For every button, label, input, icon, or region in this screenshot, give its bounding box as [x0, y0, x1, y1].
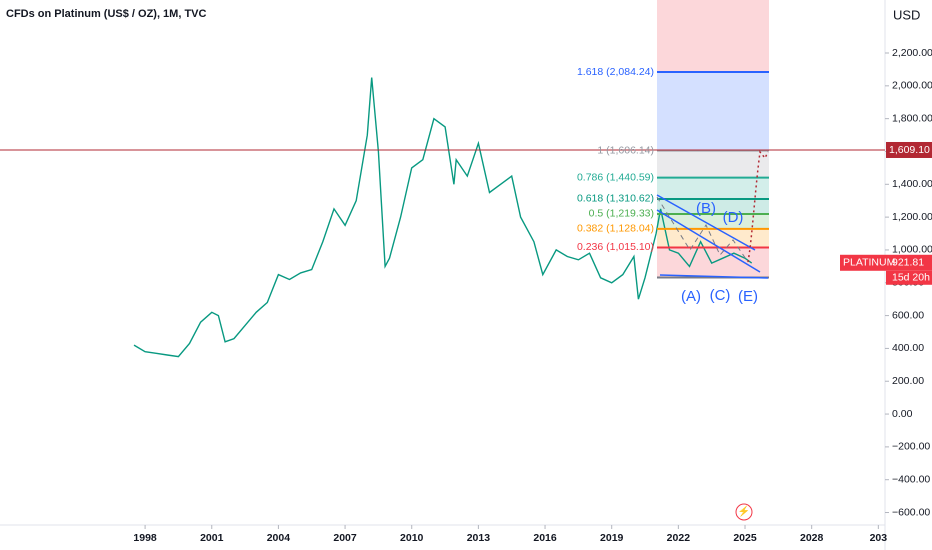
fib-zone: [657, 150, 769, 178]
y-tick-label: 1,400.00: [892, 178, 932, 190]
x-tick-label: 2022: [667, 532, 691, 544]
x-tick-label: 2019: [600, 532, 624, 544]
x-tick-label: 1998: [133, 532, 157, 544]
countdown-badge: [886, 270, 932, 285]
resistance-badge-label: 1,609.10: [889, 144, 930, 156]
price-badge: [840, 254, 932, 271]
x-tick-label: 2028: [800, 532, 824, 544]
price-badge-name: PLATINUM: [843, 257, 895, 269]
fib-label: 0.618 (1,310.62): [577, 193, 654, 205]
price-badge-value: 921.81: [892, 257, 924, 269]
fib-label: 0.382 (1,128.04): [577, 223, 654, 235]
y-tick-label: 0.00: [892, 408, 913, 420]
x-tick-label: 2025: [733, 532, 757, 544]
event-icon[interactable]: [735, 503, 753, 521]
y-tick-label: 2,000.00: [892, 80, 932, 92]
x-tick-label: 2010: [400, 532, 424, 544]
y-tick-label: 400.00: [892, 342, 924, 354]
trend-line: [656, 194, 756, 251]
y-tick-label: 1,800.00: [892, 112, 932, 124]
x-tick-label: 2001: [200, 532, 224, 544]
y-tick-label: 1,000.00: [892, 244, 932, 256]
projection-path: [747, 150, 769, 263]
fib-label: 0.236 (1,015.10): [577, 241, 654, 253]
fib-label: 1.618 (2,084.24): [577, 66, 654, 78]
countdown-label: 15d 20h: [892, 272, 930, 284]
y-tick-label: −400.00: [892, 473, 930, 485]
price-line: [133, 77, 753, 358]
y-tick-label: −200.00: [892, 441, 930, 453]
chart-title: CFDs on Platinum (US$ / OZ), 1M, TVC: [6, 8, 207, 20]
x-tick-label: 203: [870, 532, 888, 544]
x-tick-label: 2016: [533, 532, 557, 544]
fib-label: 0.5 (1,219.33): [589, 208, 654, 220]
fib-label: 1 (1,606.14): [597, 144, 654, 156]
trend-line: [656, 209, 761, 273]
x-tick-label: 2013: [467, 532, 491, 544]
y-tick-label: 600.00: [892, 309, 924, 321]
y-tick-label: 1,200.00: [892, 211, 932, 223]
fib-zone: [657, 213, 769, 229]
x-tick-label: 2004: [267, 532, 291, 544]
fib-zone: [657, 177, 769, 199]
wave-label: (B): [696, 200, 716, 217]
wave-label: (A): [681, 288, 701, 305]
fib-zone-top: [657, 0, 769, 73]
y-tick-label: 200.00: [892, 375, 924, 387]
y-tick-label: 2,200.00: [892, 47, 932, 59]
fib-zone: [657, 72, 769, 151]
trend-line: [659, 274, 769, 279]
event-icon-glyph: ⚡: [738, 505, 750, 518]
wave-label: (C): [710, 287, 731, 304]
fib-label: 0.786 (1,440.59): [577, 171, 654, 183]
resistance-badge: [886, 141, 932, 158]
wave-label: (D): [723, 209, 744, 226]
wave-path: [656, 196, 749, 263]
wave-label: (E): [738, 288, 758, 305]
currency-label: USD: [893, 7, 920, 22]
y-tick-label: −600.00: [892, 506, 930, 518]
x-tick-label: 2007: [333, 532, 357, 544]
